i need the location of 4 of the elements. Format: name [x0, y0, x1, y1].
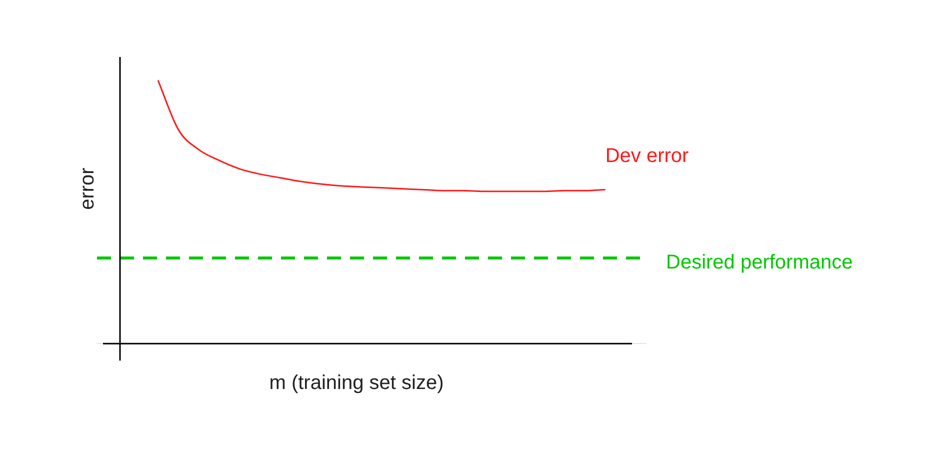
series-label: Desired performance [666, 252, 853, 274]
x-axis-title: m (training set size) [269, 372, 444, 394]
series-label: Dev error [605, 145, 690, 168]
y-axis-title: error [76, 167, 99, 210]
